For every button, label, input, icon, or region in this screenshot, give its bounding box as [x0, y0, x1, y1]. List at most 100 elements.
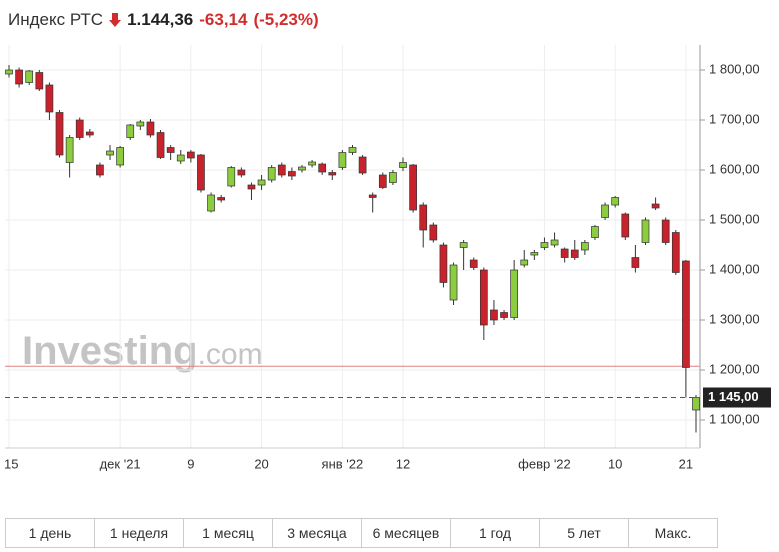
candle-body	[641, 219, 650, 243]
candle-body	[85, 131, 94, 136]
candle-body	[358, 156, 367, 174]
x-tick-label: дек '21	[100, 456, 141, 471]
candle-body	[469, 259, 478, 268]
y-tick-label: 1 500,00	[709, 211, 760, 226]
chart: Investing.com 1 100,00 1 200,00 1 300,00 1 …	[4, 45, 771, 471]
candle-body	[25, 70, 34, 83]
watermark-main: Investing	[22, 329, 198, 373]
range-button[interactable]: 3 месяца	[273, 519, 362, 547]
candle-body	[439, 244, 448, 283]
candle-body	[611, 197, 620, 206]
candle-body	[116, 147, 124, 166]
candle-body	[540, 242, 549, 248]
change-pct: (-5,23%)	[253, 10, 319, 29]
current-price-label: 1 145,00	[708, 389, 759, 404]
title: Индекс РТС	[8, 10, 104, 29]
range-button[interactable]: 1 день	[6, 519, 95, 547]
candle-body	[459, 242, 468, 248]
candle-body	[136, 121, 145, 127]
candle-body	[156, 132, 165, 158]
range-button[interactable]: 1 год	[451, 519, 540, 547]
y-tick-label: 1 200,00	[709, 361, 760, 376]
y-tick-label: 1 700,00	[709, 111, 760, 126]
candle-body	[651, 203, 660, 209]
candle-body	[520, 259, 529, 266]
candle-body	[692, 397, 700, 411]
candle-body	[45, 84, 54, 113]
candle-body	[601, 204, 609, 218]
candle-body	[399, 162, 407, 168]
x-tick-label: 12	[396, 456, 410, 471]
y-tick-label: 1 300,00	[709, 311, 760, 326]
candle-body	[55, 112, 64, 156]
candle-body	[277, 164, 286, 176]
y-tick-label: 1 600,00	[709, 161, 760, 176]
candle-body	[591, 226, 599, 238]
header: Индекс РТС 1.144,36 -63,14 (-5,23%)	[8, 7, 319, 33]
candle-body	[106, 150, 114, 156]
candle-body	[65, 137, 74, 163]
x-tick-label: 15	[4, 456, 18, 471]
candle-body	[247, 184, 256, 190]
current-price-box	[703, 387, 771, 408]
candle-body	[227, 167, 236, 187]
candle-body	[368, 194, 377, 198]
candle-body	[267, 167, 276, 181]
x-tick-label: 10	[608, 456, 622, 471]
candle-body	[288, 171, 296, 177]
range-button[interactable]: 5 лет	[540, 519, 629, 547]
candle-body	[581, 242, 589, 251]
change: -63,14	[199, 10, 248, 29]
x-tick-label: 9	[187, 456, 194, 471]
y-tick-label: 1 800,00	[709, 61, 760, 76]
candle-body	[479, 269, 488, 326]
candle-body	[146, 121, 155, 136]
x-tick-label: янв '22	[322, 456, 364, 471]
candle-body	[419, 204, 428, 231]
candle-body	[318, 163, 327, 173]
candle-body	[409, 164, 417, 211]
range-button[interactable]: Макс.	[654, 525, 692, 541]
down-arrow	[109, 13, 122, 27]
candle-body	[5, 69, 13, 75]
candle-body	[197, 154, 205, 191]
candle-body	[570, 249, 579, 258]
candle-body	[671, 232, 680, 273]
x-tick-label: февр '22	[518, 456, 571, 471]
candle-body	[510, 269, 518, 318]
candle-body	[682, 260, 690, 368]
x-tick-label: 21	[679, 456, 693, 471]
candle-body	[126, 124, 135, 138]
candle-body	[328, 172, 337, 176]
candle-body	[15, 69, 23, 85]
candle-body	[96, 164, 104, 176]
candle-body	[237, 169, 246, 176]
candle-body	[429, 224, 438, 241]
candle-body	[338, 152, 347, 168]
candle-body	[490, 309, 498, 321]
watermark-suffix: .com	[198, 338, 263, 371]
candle-body	[217, 197, 226, 201]
candle-body	[560, 248, 569, 258]
watermark: Investing.com	[22, 329, 263, 373]
candle-body	[348, 147, 357, 153]
candle-body	[35, 72, 44, 90]
candle-body	[530, 252, 539, 256]
x-tick-label: 20	[254, 456, 268, 471]
candle-body	[75, 119, 84, 138]
range-button[interactable]: 1 неделя	[95, 519, 184, 547]
candle-body	[621, 213, 630, 238]
candle-body	[661, 219, 670, 243]
candle-body	[308, 161, 316, 166]
candle-body	[176, 154, 185, 162]
candle-body	[207, 194, 215, 212]
candle-body	[298, 166, 306, 171]
candle-body	[389, 172, 397, 183]
range-button[interactable]: 6 месяцев	[362, 519, 451, 547]
candle-body	[166, 147, 175, 153]
range-button[interactable]: 1 месяц	[184, 519, 273, 547]
price: 1.144,36	[127, 10, 194, 29]
candle-body	[257, 179, 266, 186]
y-tick-label: 1 400,00	[709, 261, 760, 276]
